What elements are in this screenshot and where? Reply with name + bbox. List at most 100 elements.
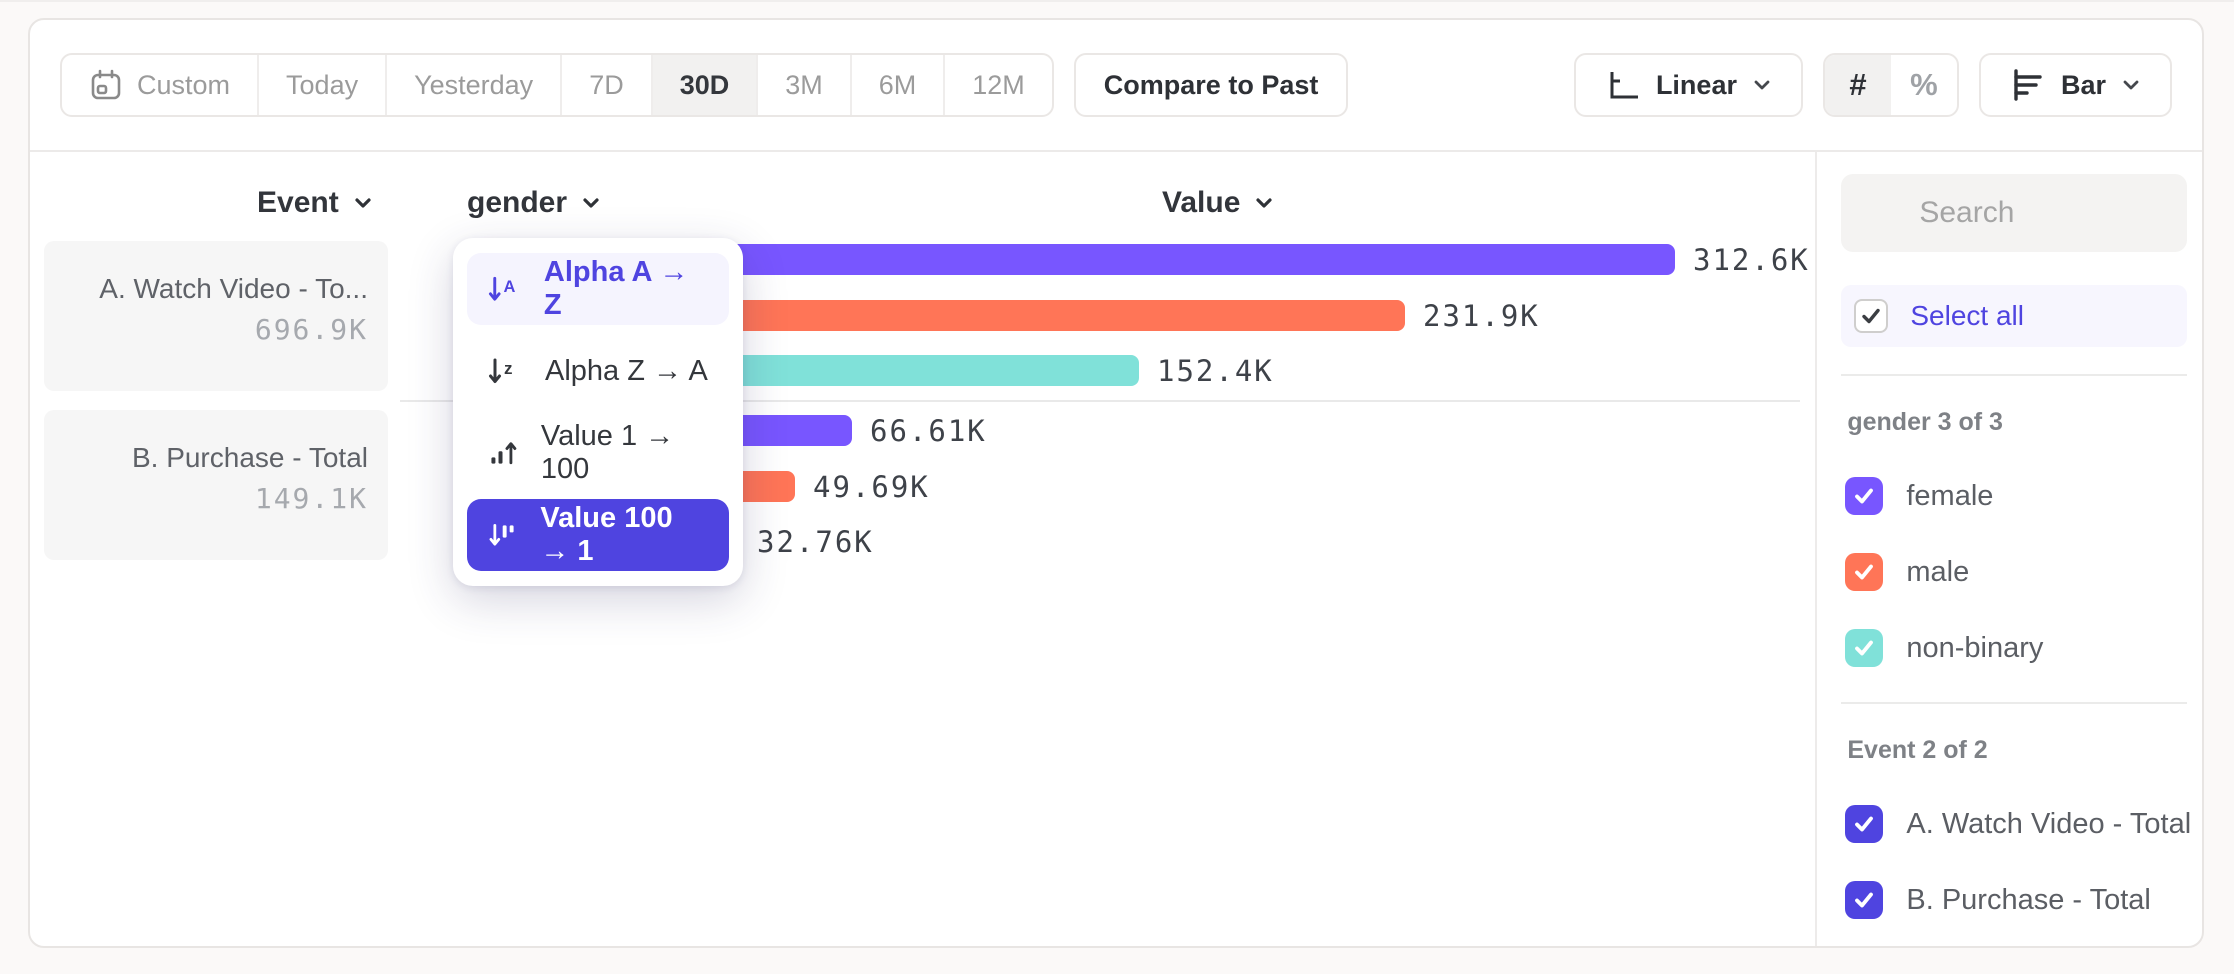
check-icon (1855, 892, 1874, 908)
check-icon (1855, 640, 1874, 656)
bar-value-label: 231.9K (1423, 299, 1540, 333)
date-range-picker: Custom Today Yesterday 7D 30D 3M 6M 12M (60, 53, 1054, 117)
absolute-format-toggle[interactable]: # (1824, 55, 1891, 115)
legend-item-label: male (1906, 555, 1970, 588)
checkbox-female[interactable] (1845, 477, 1884, 515)
chevron-down-icon (1256, 198, 1272, 208)
column-header-gender-label: gender (467, 186, 568, 219)
legend-item-label: female (1906, 479, 1994, 512)
select-all-row[interactable]: Select all (1841, 285, 2188, 347)
sort-option-label: Value 100 → 1 (540, 502, 673, 567)
bar-value-label: 66.61K (870, 414, 987, 448)
bar-row-female-watch-video: 312.6K (629, 243, 1895, 277)
checkbox-a-watch-video-total[interactable] (1845, 805, 1884, 843)
date-range-label: Custom (137, 69, 231, 100)
legend-search (1841, 174, 2188, 252)
checkbox-male[interactable] (1845, 553, 1884, 591)
column-header-value[interactable]: Value (1162, 186, 1276, 220)
event-card-label: B. Purchase - Total (131, 442, 368, 473)
sort-alpha-asc-icon: A (488, 276, 515, 301)
event-card-label: A. Watch Video - To... (99, 273, 368, 304)
check-icon (1862, 308, 1881, 324)
report-panel: Custom Today Yesterday 7D 30D 3M 6M 12M Compare… (28, 18, 2204, 948)
column-header-event[interactable]: Event (257, 186, 375, 220)
number-format-toggle: # % (1822, 53, 1959, 117)
date-range-12m[interactable]: 12M (943, 55, 1052, 115)
legend-item-non-binary[interactable]: non-binary (1845, 629, 2043, 667)
sidebar-divider (1841, 374, 2188, 376)
check-icon (1855, 488, 1874, 504)
compare-to-past-label: Compare to Past (1103, 69, 1319, 100)
chevron-down-icon (355, 198, 371, 208)
checkbox-non-binary[interactable] (1845, 629, 1884, 667)
bar-value-label: 152.4K (1157, 354, 1274, 388)
toolbar-left-group: Custom Today Yesterday 7D 30D 3M 6M 12M Compare… (60, 53, 1349, 117)
date-range-custom[interactable]: Custom (62, 55, 257, 115)
sort-value-desc-icon (489, 524, 514, 546)
section-title-event-2-of-2: Event 2 of 2 (1847, 736, 1988, 764)
event-card-purchase[interactable]: B. Purchase - Total 149.1K (44, 410, 388, 560)
sort-option-alpha-desc[interactable]: z Alpha Z → A (467, 335, 729, 407)
event-group-divider (400, 400, 1800, 402)
bar-value-label: 312.6K (1693, 243, 1810, 277)
column-header-event-label: Event (257, 186, 339, 219)
scale-label: Linear (1655, 69, 1737, 100)
date-range-yesterday[interactable]: Yesterday (385, 55, 560, 115)
toolbar-right-group: Linear # % Bar (1573, 53, 2172, 117)
select-all-checkbox[interactable] (1854, 299, 1889, 333)
column-header-value-label: Value (1162, 186, 1241, 219)
date-range-label: Yesterday (414, 69, 534, 100)
sort-option-alpha-asc[interactable]: A Alpha A → Z (467, 253, 729, 325)
chevron-down-icon (1754, 80, 1770, 90)
search-input[interactable] (1841, 174, 2188, 252)
sort-option-value-asc[interactable]: Value 1 → 100 (467, 417, 729, 489)
legend-item-b-purchase-total[interactable]: B. Purchase - Total (1845, 881, 2151, 919)
sort-alpha-desc-icon: z (489, 358, 513, 383)
select-all-label: Select all (1910, 300, 2024, 331)
svg-text:A: A (503, 278, 515, 296)
legend-item-male[interactable]: male (1845, 553, 1969, 591)
sidebar-divider (1841, 702, 2188, 704)
legend-item-a-watch-video-total[interactable]: A. Watch Video - Total (1845, 805, 2191, 843)
sort-option-label: Value 1 → 100 (540, 420, 675, 485)
percent-format-toggle[interactable]: % (1910, 67, 1938, 102)
chevron-down-icon (2123, 80, 2139, 90)
date-range-label: 6M (878, 69, 917, 100)
date-range-30d[interactable]: 30D (650, 55, 757, 115)
date-range-label: Today (286, 69, 359, 100)
bar-male[interactable] (629, 300, 1405, 331)
column-header-gender[interactable]: gender (467, 186, 603, 220)
checkbox-b-purchase-total[interactable] (1845, 881, 1884, 919)
bar-chart-area: Event gender Value A. Watch Video - To..… (30, 152, 1815, 946)
sort-value-asc-icon (491, 442, 517, 465)
svg-text:z: z (504, 359, 513, 378)
legend-item-label: B. Purchase - Total (1906, 883, 2151, 916)
calendar-icon (91, 69, 121, 100)
event-card-watch-video[interactable]: A. Watch Video - To... 696.9K (44, 241, 388, 391)
legend-sidebar: Select all gender 3 of 3 female male non-bi… (1815, 152, 2202, 946)
bar-female[interactable] (629, 244, 1675, 275)
bar-row-male-watch-video: 231.9K (629, 299, 1625, 333)
bar-chart-icon (2014, 69, 2042, 101)
sort-option-value-desc[interactable]: Value 100 → 1 (467, 499, 729, 571)
date-range-today[interactable]: Today (257, 55, 385, 115)
date-range-3m[interactable]: 3M (756, 55, 850, 115)
legend-item-female[interactable]: female (1845, 477, 1993, 515)
chart-toolbar: Custom Today Yesterday 7D 30D 3M 6M 12M Compare… (30, 20, 2202, 152)
event-card-total: 696.9K (254, 313, 368, 346)
sort-option-label: Alpha A → Z (543, 256, 689, 321)
legend-item-label: non-binary (1906, 631, 2044, 664)
check-icon (1855, 564, 1874, 580)
date-range-label: 3M (785, 69, 823, 100)
legend-item-label: A. Watch Video - Total (1906, 807, 2192, 840)
date-range-6m[interactable]: 6M (849, 55, 944, 115)
bar-value-label: 49.69K (813, 470, 930, 504)
scale-select-button[interactable]: Linear (1573, 53, 1803, 117)
chart-type-select-button[interactable]: Bar (1978, 53, 2172, 117)
date-range-label: 12M (972, 69, 1025, 100)
date-range-label: 30D (679, 69, 730, 100)
chart-type-label: Bar (2060, 69, 2106, 100)
sort-option-label: Alpha Z → A (545, 354, 708, 387)
date-range-7d[interactable]: 7D (560, 55, 651, 115)
compare-to-past-button[interactable]: Compare to Past (1073, 53, 1349, 117)
